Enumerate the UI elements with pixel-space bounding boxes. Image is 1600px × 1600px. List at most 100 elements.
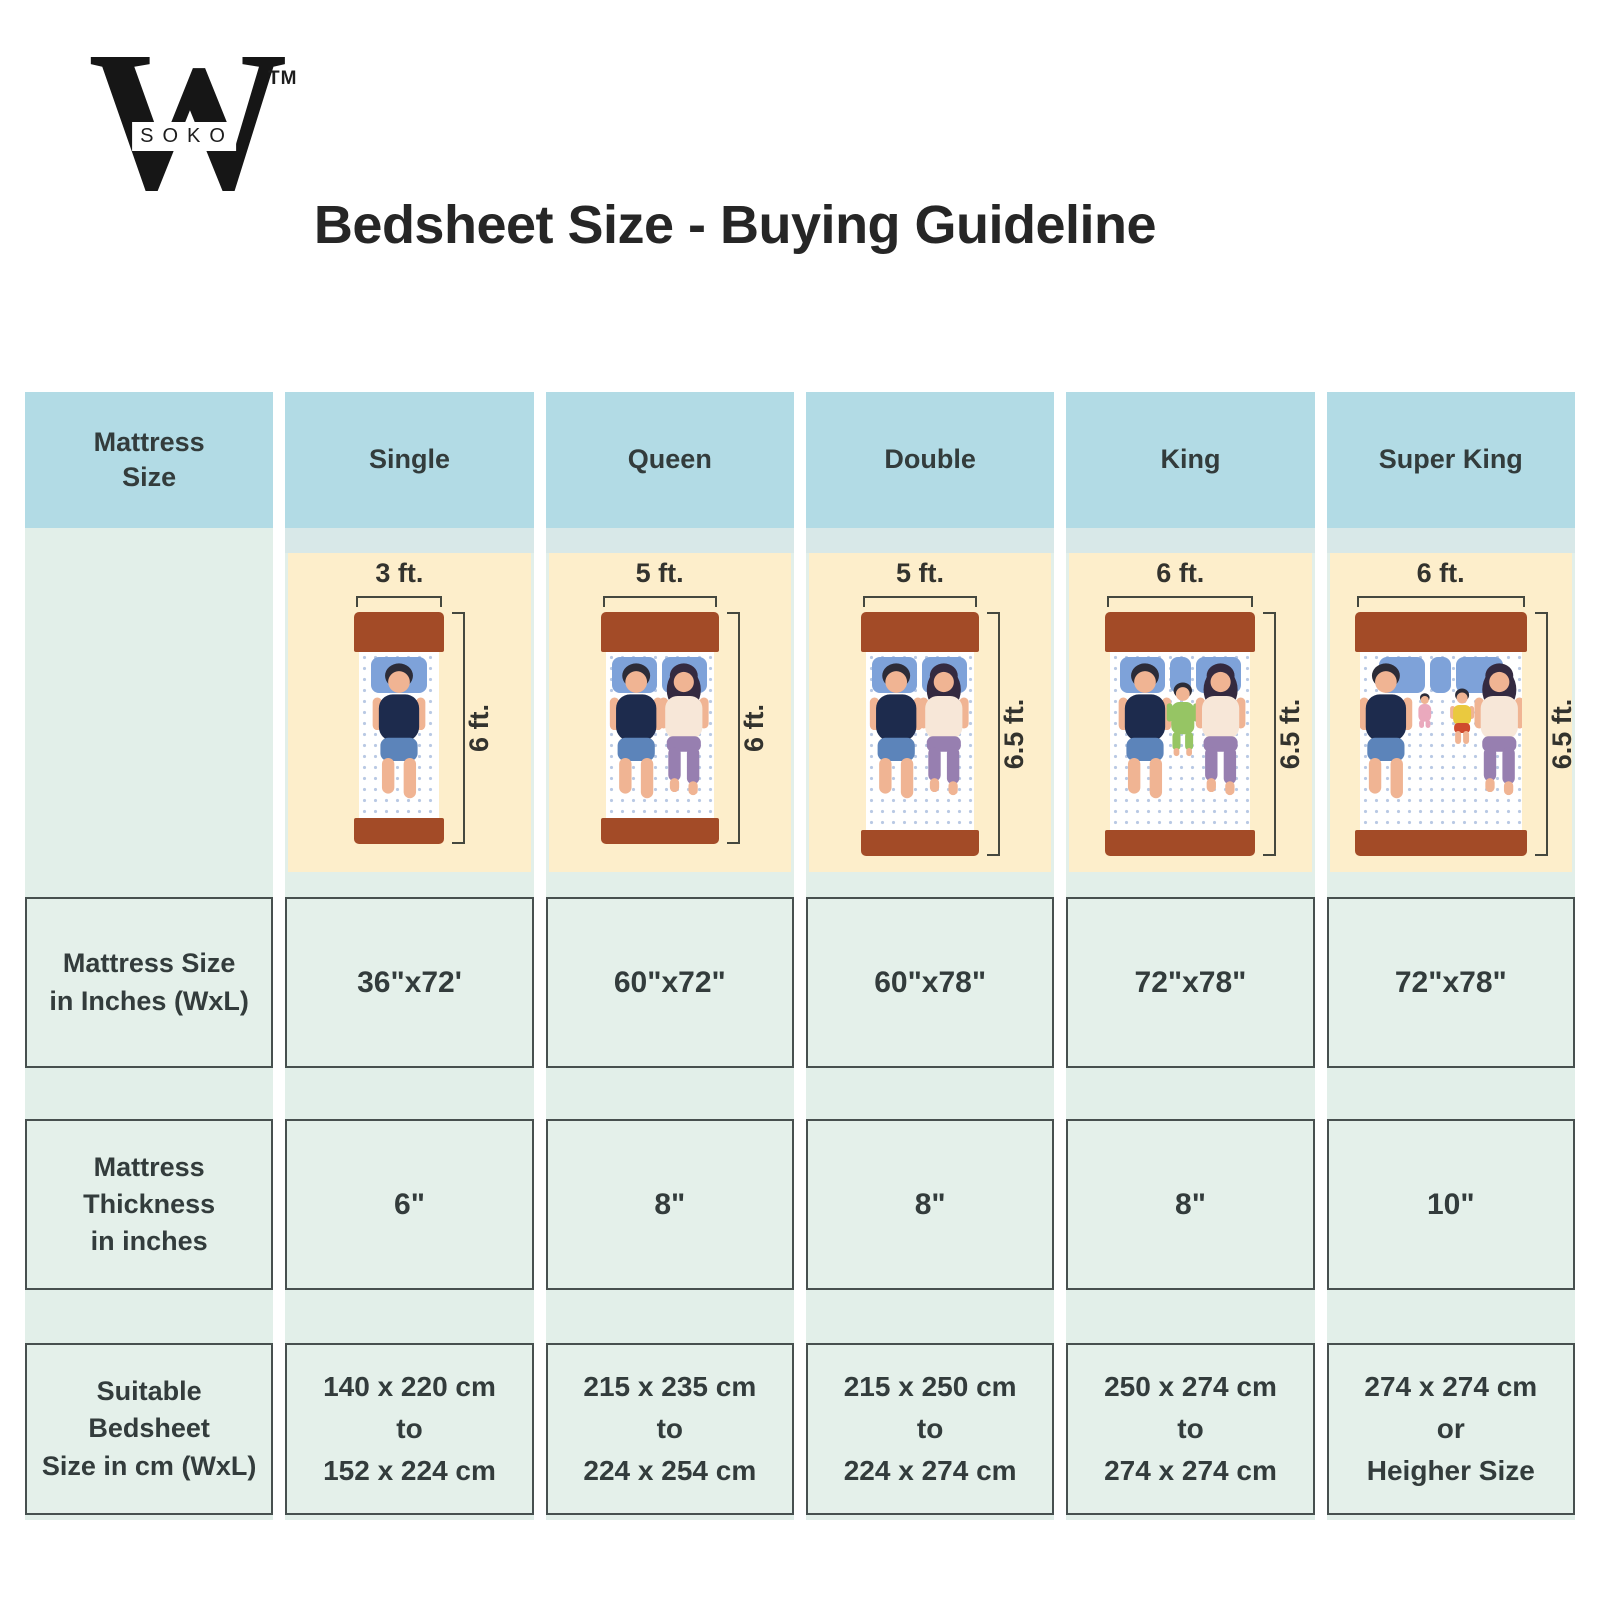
column-mattress-size: Mattress Size Mattress Size in Inches (Wx… [25, 392, 274, 1520]
mattress [865, 652, 974, 830]
size-guide-table: Mattress Size Mattress Size in Inches (Wx… [25, 392, 1577, 1520]
illustration-spacer [25, 528, 273, 897]
height-bracket [452, 612, 466, 844]
bed-illustration: 6 ft. 6.5 ft. [1329, 553, 1577, 872]
bedsheet-size-value: 274 x 274 cm or Heigher Size [1326, 1343, 1575, 1515]
bed-width-dimension-label: 3 ft. [375, 558, 424, 588]
header-cell-single: Single [285, 392, 534, 528]
mattress [1359, 652, 1522, 830]
logo-letter: W [88, 22, 288, 222]
bed-illustration: 5 ft. 6.5 ft. [808, 553, 1052, 872]
person-child [1167, 682, 1200, 757]
person-man [869, 663, 923, 799]
bed-height-dimension-label: 6 ft. [738, 704, 769, 753]
header-cell-queen: Queen [545, 392, 794, 528]
column-super-king: Super King 6 ft. 6.5 ft. 72"x78" 10" 274 x 27… [1326, 392, 1577, 1520]
sleepers-illustration [869, 663, 969, 799]
bed-height-dimension-label: 6.5 ft. [1275, 698, 1306, 770]
bed-height-dimension-label: 6.5 ft. [1546, 698, 1577, 770]
bed [600, 612, 719, 844]
sleepers-illustration [1359, 663, 1522, 799]
bed-footboard [600, 818, 719, 844]
person-man [372, 663, 426, 799]
mattress-size-inches-value: 60"x78" [805, 897, 1055, 1068]
pillow [1429, 657, 1452, 693]
bed-illustration: 6 ft. 6.5 ft. [1069, 553, 1312, 872]
person-baby [1418, 693, 1431, 728]
header-cell-super-king: Super King [1326, 392, 1575, 528]
bed-illustration: 3 ft. 6 ft. [288, 553, 531, 872]
person-man [1359, 663, 1412, 799]
illustration-box-double: 5 ft. 6.5 ft. [805, 528, 1055, 897]
height-bracket [1534, 612, 1548, 856]
column-single: Single 3 ft. 6 ft. 36"x72' 6" 140 x 220 cm to… [285, 392, 534, 1520]
height-bracket [986, 612, 1000, 856]
bed-width-dimension-label: 6 ft. [1416, 558, 1465, 588]
bedsheet-size-value: 140 x 220 cm to 152 x 224 cm [285, 1343, 534, 1515]
bedsheet-size-value: 215 x 235 cm to 224 x 254 cm [545, 1343, 794, 1515]
person-man [609, 663, 663, 799]
row-label-thickness: Mattress Thickness in inches [25, 1119, 274, 1290]
bed [1354, 612, 1527, 856]
bed-headboard [860, 612, 979, 652]
header-cell-king: King [1066, 392, 1315, 528]
header-cell-mattress-size: Mattress Size [25, 392, 274, 528]
mattress-thickness-value: 8" [1066, 1119, 1315, 1290]
bed-headboard [354, 612, 445, 652]
bed-illustration: 5 ft. 6 ft. [548, 553, 791, 872]
sleepers-illustration [1118, 663, 1246, 799]
bedsheet-size-value: 215 x 250 cm to 224 x 274 cm [805, 1343, 1055, 1515]
bed-headboard [1105, 612, 1256, 652]
bed-width-dimension-label: 6 ft. [1156, 558, 1205, 588]
illustration-box-king: 6 ft. 6.5 ft. [1066, 528, 1315, 897]
bed [860, 612, 979, 856]
bedsheet-size-value: 250 x 274 cm to 274 x 274 cm [1066, 1343, 1315, 1515]
column-queen: Queen 5 ft. 6 ft. 60"x72" 8" 215 x 235 cm to … [545, 392, 794, 1520]
sleepers-illustration [609, 663, 709, 799]
illustration-box-queen: 5 ft. 6 ft. [545, 528, 794, 897]
column-king: King 6 ft. 6.5 ft. 72"x78" 8" 250 x 274 cm to… [1066, 392, 1315, 1520]
height-bracket [726, 612, 740, 844]
header-cell-double: Double [805, 392, 1055, 528]
bed-height-dimension-label: 6 ft. [464, 704, 495, 753]
brand-logo: W SOKO TM [88, 22, 318, 222]
person-woman [658, 663, 709, 796]
trademark-symbol: TM [268, 68, 298, 89]
bed-footboard [1354, 830, 1527, 856]
mattress-size-inches-value: 60"x72" [545, 897, 794, 1068]
illustration-box-super-king: 6 ft. 6.5 ft. [1326, 528, 1577, 897]
illustration-box-single: 3 ft. 6 ft. [285, 528, 534, 897]
bed-headboard [1354, 612, 1527, 652]
bed-height-dimension-label: 6.5 ft. [998, 698, 1029, 770]
column-double: Double 5 ft. 6.5 ft. 60"x78" 8" 215 x 250 cm … [805, 392, 1055, 1520]
mattress-thickness-value: 8" [545, 1119, 794, 1290]
height-bracket [1263, 612, 1277, 856]
logo-brand-name: SOKO [132, 122, 236, 151]
mattress-thickness-value: 8" [805, 1119, 1055, 1290]
person-woman [1474, 663, 1522, 796]
mattress-size-inches-value: 72"x78" [1326, 897, 1575, 1068]
bed-footboard [1105, 830, 1256, 856]
width-bracket [862, 596, 977, 607]
width-bracket [1356, 596, 1525, 607]
bed-width-dimension-label: 5 ft. [895, 558, 944, 588]
bed-headboard [600, 612, 719, 652]
mattress [605, 652, 714, 818]
mattress-size-inches-value: 72"x78" [1066, 897, 1315, 1068]
person-man [1118, 663, 1172, 799]
width-bracket [1107, 596, 1254, 607]
bed-footboard [354, 818, 445, 844]
width-bracket [356, 596, 443, 607]
person-woman [918, 663, 969, 796]
person-toddler [1449, 688, 1474, 744]
mattress-thickness-value: 6" [285, 1119, 534, 1290]
mattress-thickness-value: 10" [1326, 1119, 1575, 1290]
mattress [359, 652, 440, 818]
width-bracket [602, 596, 717, 607]
bed-footboard [860, 830, 979, 856]
bed-width-dimension-label: 5 ft. [635, 558, 684, 588]
bed [1105, 612, 1256, 856]
row-label-inches: Mattress Size in Inches (WxL) [25, 897, 274, 1068]
mattress [1110, 652, 1251, 830]
row-label-bedsheet: Suitable Bedsheet Size in cm (WxL) [25, 1343, 274, 1515]
